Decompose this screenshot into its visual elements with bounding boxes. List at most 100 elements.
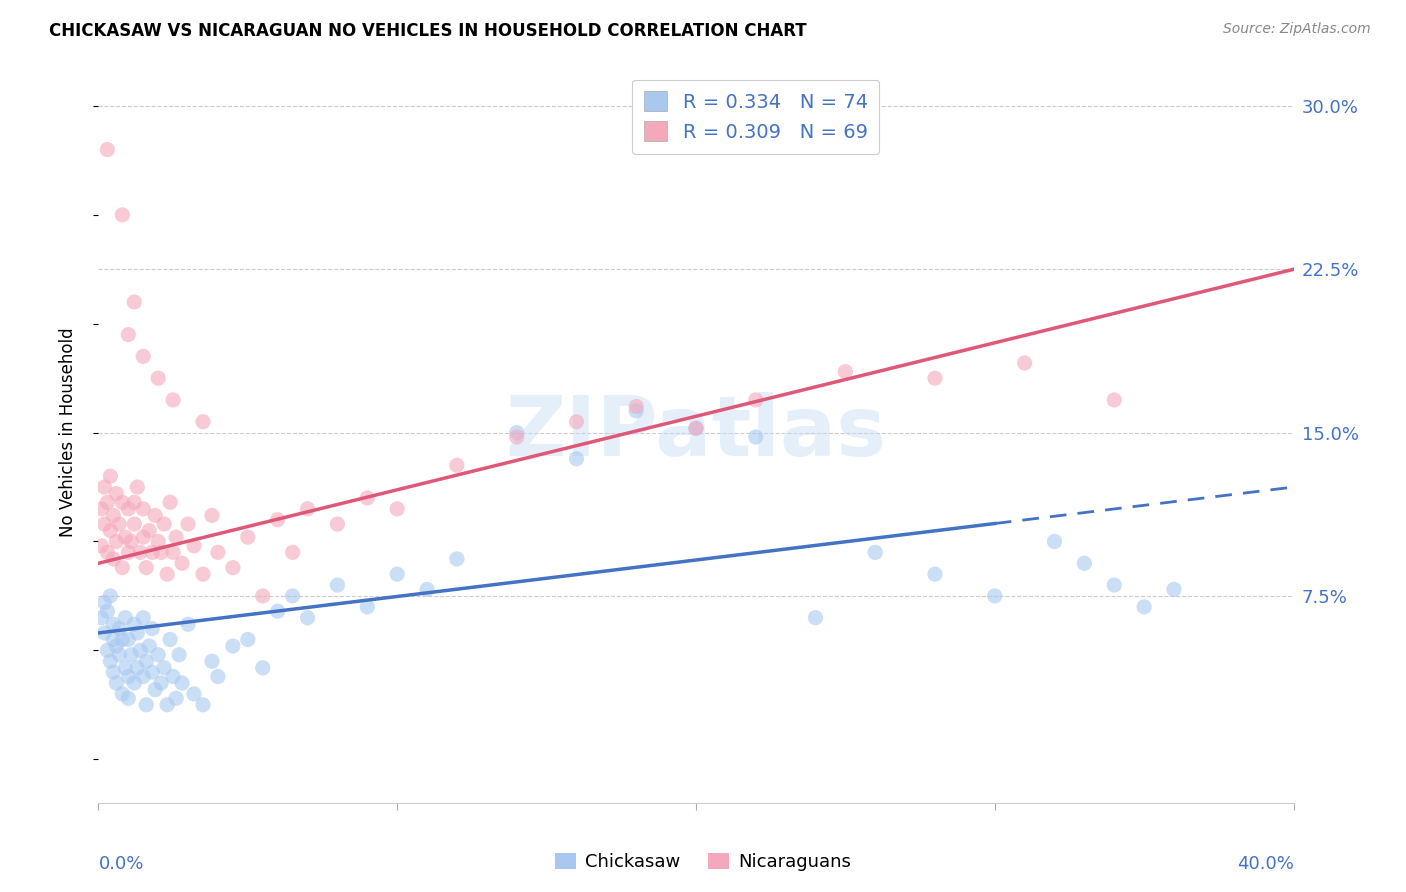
Point xyxy=(153,661,176,675)
Point xyxy=(446,552,468,566)
Point xyxy=(105,486,128,500)
Point xyxy=(90,501,112,516)
Y-axis label: No Vehicles in Household: No Vehicles in Household xyxy=(59,327,77,538)
Point xyxy=(114,611,136,625)
Point xyxy=(111,560,134,574)
Point xyxy=(172,556,194,570)
Point xyxy=(1104,578,1126,592)
Point xyxy=(252,661,274,675)
Point xyxy=(138,524,160,538)
Point xyxy=(108,622,131,636)
Point xyxy=(201,654,224,668)
Point xyxy=(834,365,856,379)
Point xyxy=(159,632,181,647)
Point xyxy=(111,687,134,701)
Point xyxy=(96,545,118,559)
Point xyxy=(446,458,468,473)
Point xyxy=(385,567,409,582)
Point xyxy=(506,430,529,444)
Point xyxy=(1163,582,1185,597)
Point xyxy=(124,617,146,632)
Point xyxy=(148,371,170,385)
Text: 40.0%: 40.0% xyxy=(1237,855,1294,872)
Point xyxy=(132,350,155,364)
Point xyxy=(103,617,125,632)
Point xyxy=(685,421,707,435)
Point xyxy=(177,617,200,632)
Point xyxy=(804,611,827,625)
Point xyxy=(924,567,946,582)
Point xyxy=(103,552,125,566)
Point xyxy=(96,495,118,509)
Point xyxy=(162,545,184,559)
Point xyxy=(93,595,115,609)
Point xyxy=(167,648,190,662)
Point xyxy=(236,530,259,544)
Point xyxy=(105,534,128,549)
Point xyxy=(1043,534,1066,549)
Text: 0.0%: 0.0% xyxy=(98,855,143,872)
Point xyxy=(191,415,214,429)
Point xyxy=(93,480,115,494)
Point xyxy=(141,665,163,680)
Point xyxy=(103,508,125,523)
Point xyxy=(745,430,768,444)
Point xyxy=(103,632,125,647)
Point xyxy=(865,545,887,559)
Text: Source: ZipAtlas.com: Source: ZipAtlas.com xyxy=(1223,22,1371,37)
Point xyxy=(117,327,139,342)
Point xyxy=(1104,392,1126,407)
Point xyxy=(222,639,245,653)
Point xyxy=(132,501,155,516)
Point xyxy=(117,669,139,683)
Point xyxy=(984,589,1007,603)
Point xyxy=(103,665,125,680)
Point xyxy=(326,517,349,532)
Point xyxy=(165,691,187,706)
Point xyxy=(685,421,707,435)
Point xyxy=(98,469,122,483)
Point xyxy=(162,392,184,407)
Point xyxy=(506,425,529,440)
Point xyxy=(90,539,112,553)
Point xyxy=(162,669,184,683)
Point xyxy=(150,676,173,690)
Point xyxy=(117,501,139,516)
Point xyxy=(98,589,122,603)
Point xyxy=(281,545,304,559)
Point xyxy=(135,560,157,574)
Point xyxy=(127,480,149,494)
Point xyxy=(111,632,134,647)
Point xyxy=(132,530,155,544)
Point xyxy=(120,648,142,662)
Point xyxy=(108,648,131,662)
Point xyxy=(177,517,200,532)
Point xyxy=(98,654,122,668)
Point xyxy=(148,648,170,662)
Point xyxy=(626,404,648,418)
Point xyxy=(191,567,214,582)
Point xyxy=(111,495,134,509)
Text: ZIPatlas: ZIPatlas xyxy=(506,392,886,473)
Point xyxy=(745,392,768,407)
Point xyxy=(183,539,205,553)
Point xyxy=(96,643,118,657)
Point xyxy=(117,545,139,559)
Point xyxy=(105,639,128,653)
Point xyxy=(93,626,115,640)
Point xyxy=(159,495,181,509)
Point xyxy=(385,501,409,516)
Point xyxy=(98,524,122,538)
Point xyxy=(96,143,118,157)
Point xyxy=(90,611,112,625)
Point xyxy=(165,530,187,544)
Point xyxy=(114,661,136,675)
Point xyxy=(114,530,136,544)
Point xyxy=(111,208,134,222)
Point xyxy=(416,582,439,597)
Point xyxy=(207,669,229,683)
Point xyxy=(1133,599,1156,614)
Point xyxy=(143,682,166,697)
Legend: R = 0.334   N = 74, R = 0.309   N = 69: R = 0.334 N = 74, R = 0.309 N = 69 xyxy=(633,79,879,153)
Point xyxy=(138,639,160,653)
